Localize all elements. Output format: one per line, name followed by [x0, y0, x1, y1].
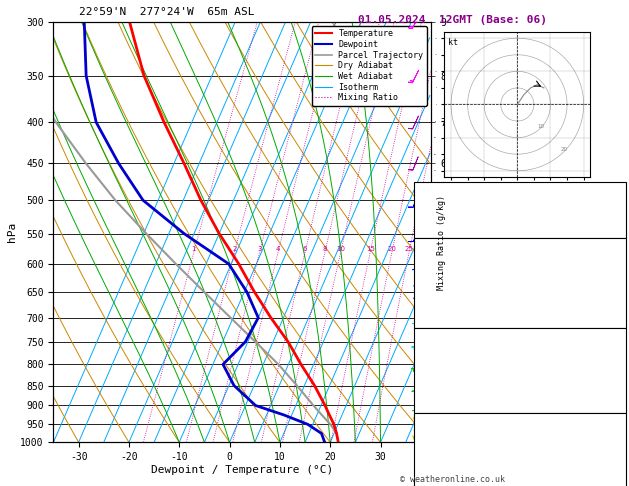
Text: 01.05.2024  12GMT (Base: 06): 01.05.2024 12GMT (Base: 06) [359, 15, 547, 25]
Text: 0: 0 [611, 316, 618, 327]
Text: Surface: Surface [499, 240, 540, 250]
Text: 0: 0 [611, 304, 618, 314]
Text: 10: 10 [537, 123, 544, 129]
Text: SREH: SREH [422, 446, 446, 456]
Text: 25: 25 [404, 246, 413, 252]
Text: 2.75: 2.75 [594, 224, 618, 234]
Text: 0: 0 [611, 446, 618, 456]
Text: Hodograph: Hodograph [493, 416, 547, 426]
Text: PW (cm): PW (cm) [422, 224, 464, 234]
Text: 17: 17 [606, 187, 618, 196]
Text: StmSpd (kt): StmSpd (kt) [422, 476, 487, 486]
Text: 335: 335 [599, 359, 618, 368]
Text: CAPE (J): CAPE (J) [422, 387, 469, 397]
Text: 8: 8 [323, 246, 327, 252]
Text: 20: 20 [560, 147, 567, 152]
X-axis label: Dewpoint / Temperature (°C): Dewpoint / Temperature (°C) [151, 465, 333, 475]
Text: 18.9: 18.9 [594, 265, 618, 275]
Text: -13: -13 [599, 431, 618, 441]
Text: 2: 2 [232, 246, 237, 252]
Text: Dewp (°C): Dewp (°C) [422, 265, 476, 275]
Text: 975: 975 [599, 344, 618, 354]
Text: 0: 0 [611, 373, 618, 382]
Text: 10: 10 [336, 246, 345, 252]
Text: CIN (J): CIN (J) [422, 401, 464, 411]
Text: 3: 3 [257, 246, 262, 252]
Text: Totals Totals: Totals Totals [422, 205, 499, 215]
Text: 22°59'N  277°24'W  65m ASL: 22°59'N 277°24'W 65m ASL [79, 7, 254, 17]
Text: Lifted Index: Lifted Index [422, 373, 493, 382]
Text: CAPE (J): CAPE (J) [422, 304, 469, 314]
Text: 349°: 349° [594, 461, 618, 471]
Text: θₑ(K): θₑ(K) [422, 278, 452, 288]
Text: 21.6: 21.6 [594, 252, 618, 262]
Text: 70: 70 [606, 401, 618, 411]
Text: CIN (J): CIN (J) [422, 316, 464, 327]
Text: 9: 9 [611, 476, 618, 486]
Text: Most Unstable: Most Unstable [482, 330, 558, 340]
Text: © weatheronline.co.uk: © weatheronline.co.uk [401, 474, 505, 484]
Text: K: K [422, 187, 428, 196]
Text: 333: 333 [599, 278, 618, 288]
Legend: Temperature, Dewpoint, Parcel Trajectory, Dry Adiabat, Wet Adiabat, Isotherm, Mi: Temperature, Dewpoint, Parcel Trajectory… [312, 26, 426, 105]
Text: StmDir: StmDir [422, 461, 458, 471]
Text: EH: EH [422, 431, 434, 441]
Text: kt: kt [448, 38, 458, 47]
Text: 1: 1 [192, 246, 196, 252]
Text: 15: 15 [366, 246, 375, 252]
Text: Mixing Ratio (g/kg): Mixing Ratio (g/kg) [437, 195, 446, 291]
Y-axis label: km
ASL: km ASL [459, 223, 481, 241]
Text: 84: 84 [606, 387, 618, 397]
Text: θₑ (K): θₑ (K) [422, 359, 458, 368]
Text: 6: 6 [303, 246, 308, 252]
Y-axis label: hPa: hPa [8, 222, 18, 242]
Text: 43: 43 [606, 205, 618, 215]
Text: Lifted Index: Lifted Index [422, 291, 493, 301]
Text: Temp (°C): Temp (°C) [422, 252, 476, 262]
Text: Pressure (mb): Pressure (mb) [422, 344, 499, 354]
Text: 0: 0 [611, 291, 618, 301]
Text: 4: 4 [276, 246, 281, 252]
Text: 20: 20 [387, 246, 396, 252]
